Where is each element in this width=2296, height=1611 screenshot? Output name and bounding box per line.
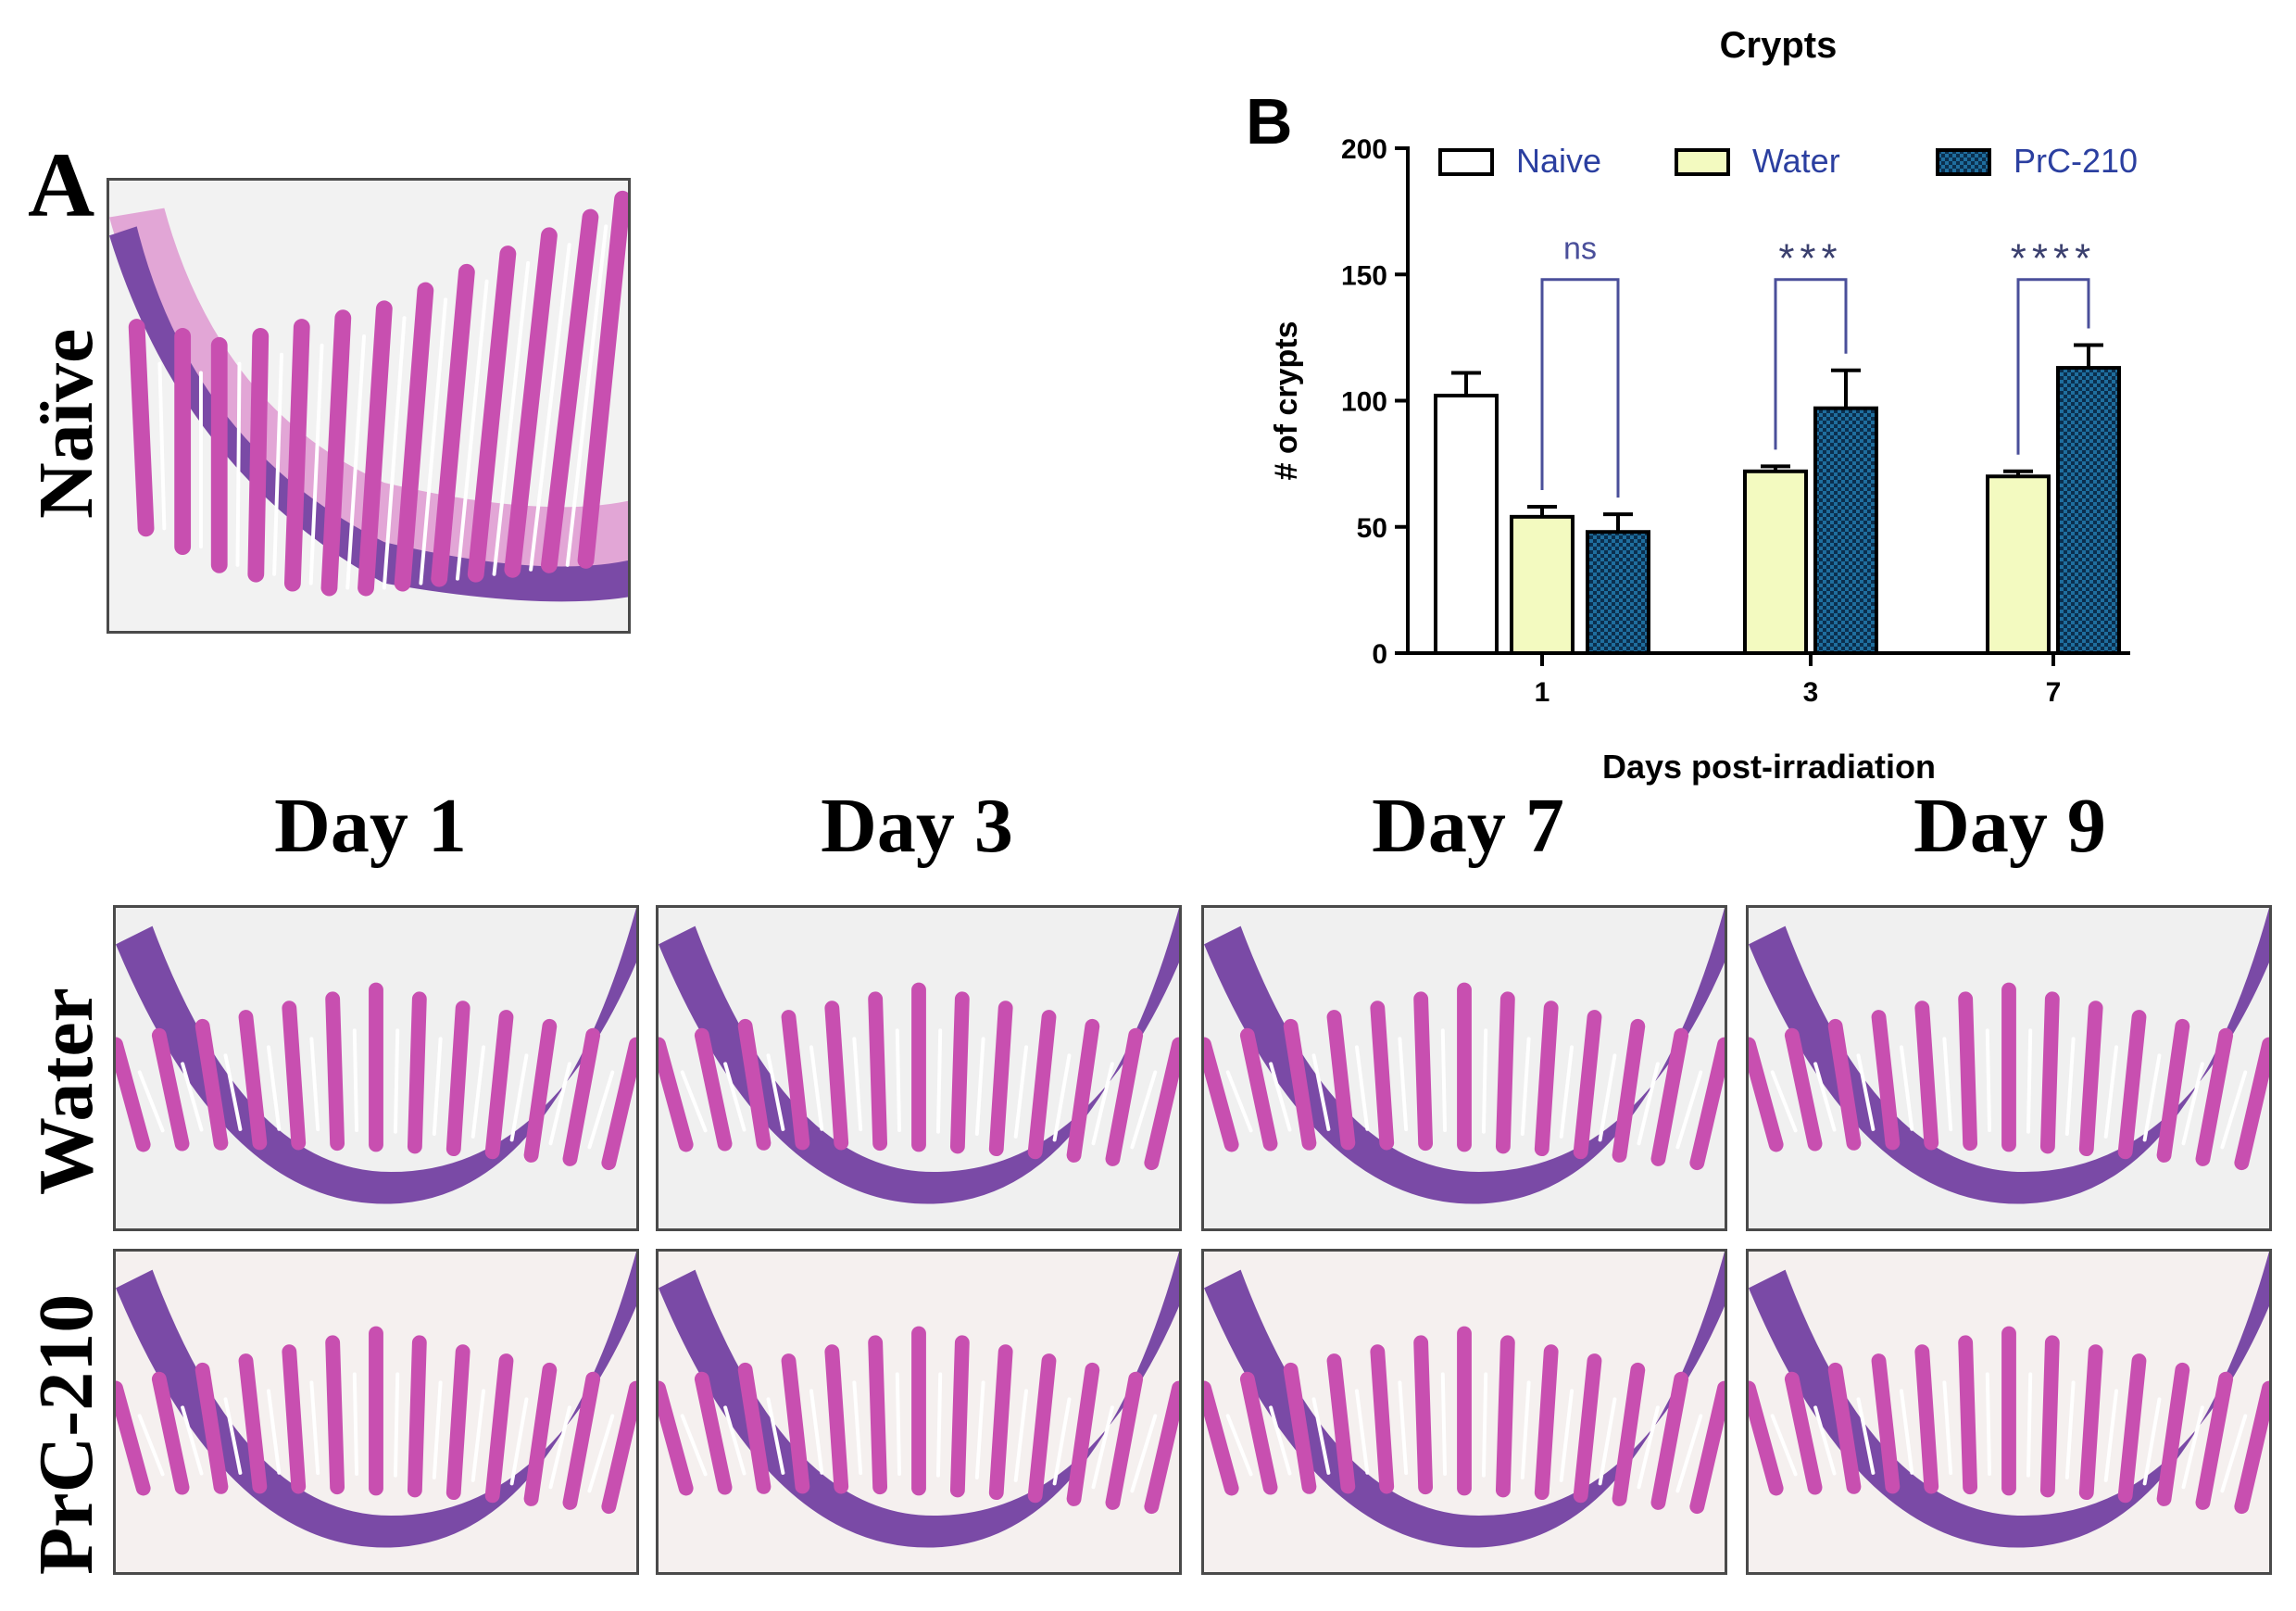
micrograph-r2-c2 xyxy=(656,1249,1182,1575)
legend-label-prc-210: PrC-210 xyxy=(2014,142,2138,180)
row-label-water: Water xyxy=(23,988,109,1195)
x-tick-label: 1 xyxy=(1535,677,1550,708)
micrograph-r1-c3 xyxy=(1201,905,1727,1231)
naive-row-label: Naïve xyxy=(23,328,109,519)
tissue-image xyxy=(659,1252,1179,1548)
micrograph-r1-c2 xyxy=(656,905,1182,1231)
bar-prc-210-day-1 xyxy=(1586,530,1650,656)
legend-swatch-prc-210 xyxy=(1936,148,1991,176)
x-tick-label: 3 xyxy=(1803,677,1819,708)
y-tick-label: 150 xyxy=(1341,260,1387,291)
y-tick-label: 50 xyxy=(1357,513,1387,544)
x-axis-label: Days post-irradiation xyxy=(1602,748,1936,786)
naive-tissue-image xyxy=(109,190,628,602)
y-tick-label: 0 xyxy=(1372,639,1387,670)
micrograph-r2-c1 xyxy=(113,1249,639,1575)
legend-swatch-naive xyxy=(1438,148,1494,176)
significance-bracket xyxy=(2016,278,2090,455)
x-tick-label: 7 xyxy=(2046,677,2062,708)
tissue-image xyxy=(116,908,636,1204)
column-header-day-9: Day 9 xyxy=(1913,783,2106,869)
chart-title: Crypts xyxy=(1720,25,1838,66)
column-header-day-3: Day 3 xyxy=(821,783,1013,869)
panel-a-letter: A xyxy=(28,133,95,236)
y-tick-label: 200 xyxy=(1341,134,1387,165)
micrograph-r2-c4 xyxy=(1746,1249,2272,1575)
micrograph-r1-c1 xyxy=(113,905,639,1231)
legend-label-water: Water xyxy=(1752,142,1840,180)
significance-bracket xyxy=(1774,278,1848,450)
naive-micrograph xyxy=(107,178,631,634)
crypts-bar-chart: B Crypts 0 50 100 150 200 # of crypts Days post-… xyxy=(1246,25,2138,786)
significance-bracket xyxy=(1540,278,1620,498)
micrograph-r1-c4 xyxy=(1746,905,2272,1231)
bar-prc-210-day-7 xyxy=(2056,366,2121,655)
legend-swatch-water xyxy=(1675,148,1730,176)
bar-naive-day-1 xyxy=(1434,394,1499,655)
bar-prc-210-day-3 xyxy=(1813,406,1878,655)
legend-label-naive: Naive xyxy=(1516,142,1601,180)
bar-water-day-1 xyxy=(1510,514,1575,655)
bar-water-day-7 xyxy=(1986,474,2051,655)
y-axis-label: # of crypts xyxy=(1269,321,1304,481)
panel-b-letter: B xyxy=(1246,85,1293,157)
significance-label: **** xyxy=(2011,236,2097,282)
y-tick-label: 100 xyxy=(1341,387,1387,418)
tissue-image xyxy=(1204,908,1725,1204)
tissue-image xyxy=(1749,1252,2269,1548)
tissue-image xyxy=(1204,1252,1725,1548)
significance-label: *** xyxy=(1778,236,1842,282)
column-header-day-7: Day 7 xyxy=(1372,783,1564,869)
tissue-image xyxy=(1749,908,2269,1204)
column-header-day-1: Day 1 xyxy=(274,783,467,869)
row-label-prc210: PrC-210 xyxy=(23,1293,109,1575)
micrograph-r2-c3 xyxy=(1201,1249,1727,1575)
bar-water-day-3 xyxy=(1743,469,1808,655)
tissue-image xyxy=(116,1252,636,1548)
tissue-image xyxy=(659,908,1179,1204)
significance-label: ns xyxy=(1563,232,1597,267)
